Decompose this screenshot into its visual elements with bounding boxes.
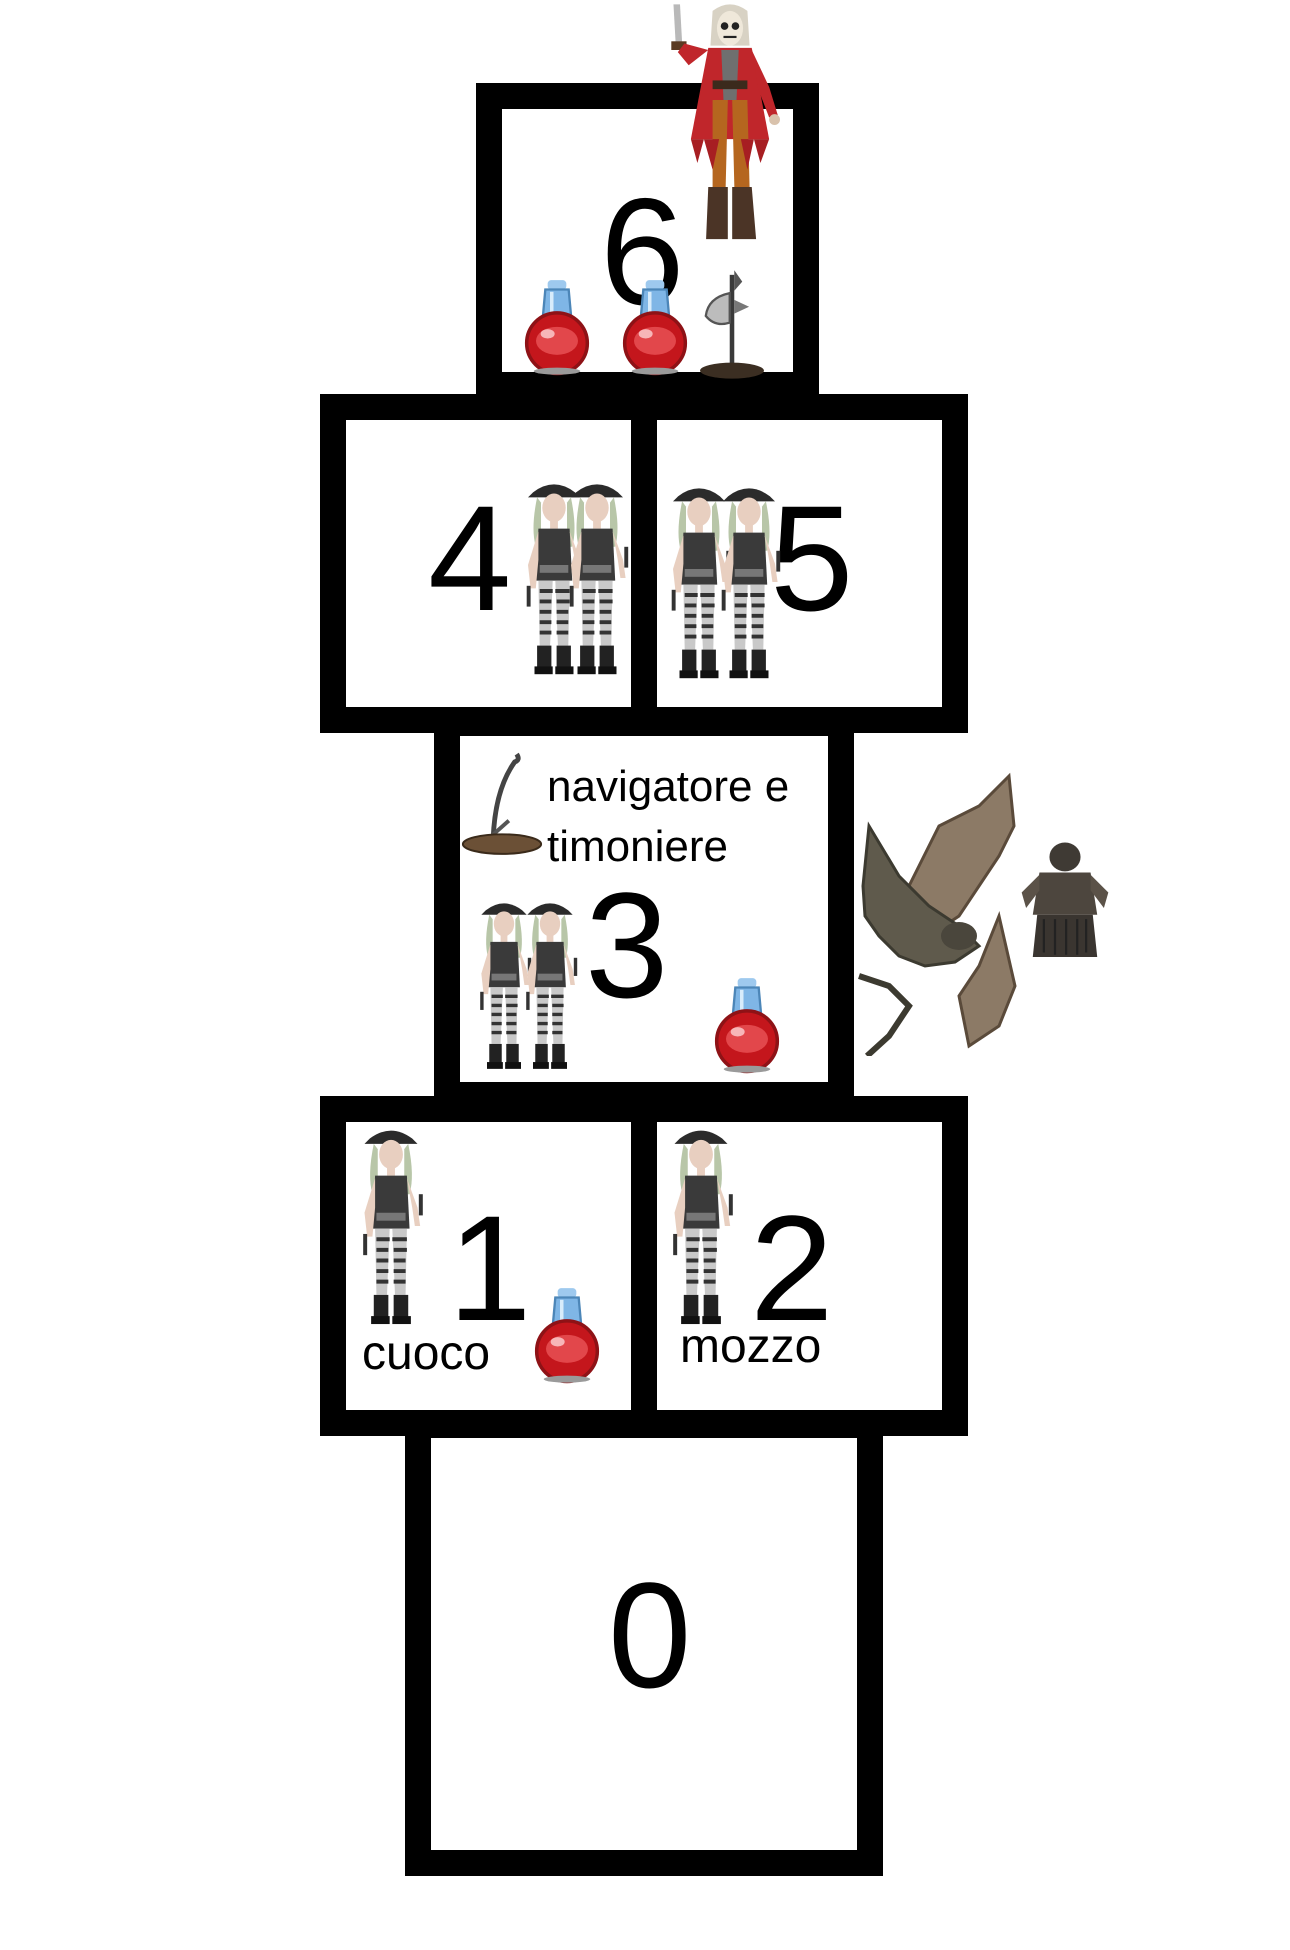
- pirate-woman-sprite: [516, 880, 584, 1090]
- potion-icon: [532, 1282, 602, 1390]
- cell-number-2: 2: [750, 1184, 834, 1352]
- cell-number-1: 1: [448, 1184, 532, 1352]
- cell-number-3: 3: [585, 861, 669, 1029]
- cell-number-5: 5: [770, 474, 854, 642]
- cell-number-4: 4: [428, 474, 512, 642]
- axe-icon: [692, 268, 772, 382]
- role-label-mozzo: mozzo: [680, 1320, 822, 1373]
- potion-icon: [522, 274, 592, 382]
- pirate-captain-sprite: [655, 0, 805, 250]
- potion-icon: [712, 972, 782, 1080]
- pirate-woman-sprite: [660, 1120, 742, 1332]
- pirate-woman-sprite: [350, 1120, 432, 1332]
- armor-icon: [1015, 840, 1115, 965]
- potion-icon: [620, 274, 690, 382]
- pirate-woman-sprite: [558, 462, 636, 694]
- role-label-cuoco: cuoco: [362, 1327, 491, 1380]
- sword-icon: [458, 744, 546, 864]
- pirate-woman-sprite: [710, 468, 788, 696]
- dragon-sprite: [858, 766, 1020, 1056]
- cell-number-0: 0: [608, 1551, 692, 1719]
- role-label-timoniere: timoniere: [547, 822, 728, 871]
- cell-0: [405, 1412, 883, 1876]
- role-label-navigatore: navigatore e: [547, 762, 790, 811]
